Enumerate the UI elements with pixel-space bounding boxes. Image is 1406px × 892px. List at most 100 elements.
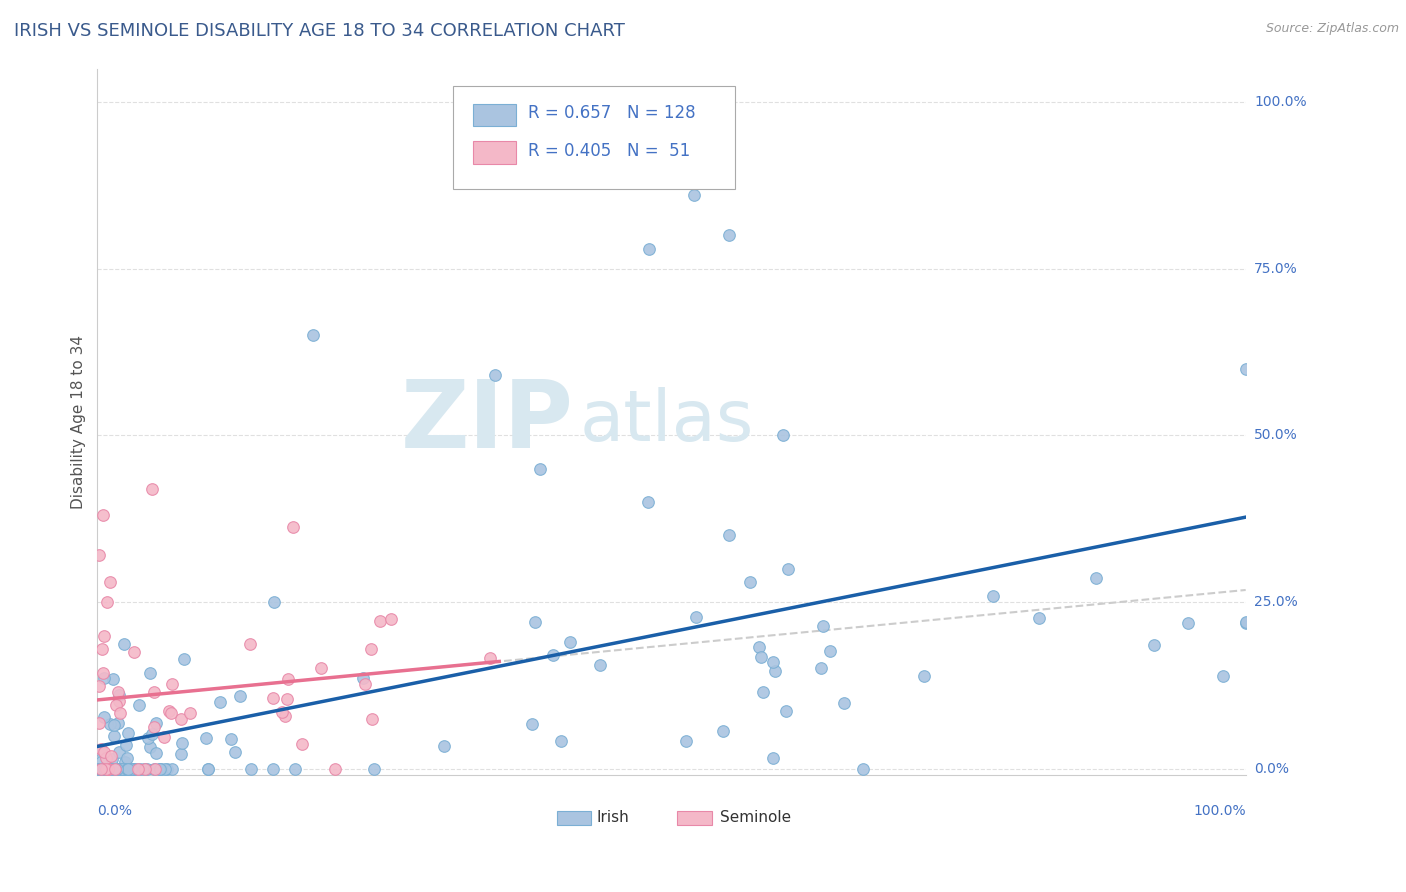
Point — [240, 762, 263, 776]
Point — [170, 747, 193, 762]
Point — [541, 648, 564, 662]
Point — [117, 762, 139, 776]
Text: Seminole: Seminole — [720, 810, 790, 824]
Bar — [557, 811, 591, 825]
Point — [142, 720, 165, 734]
Text: IRISH VS SEMINOLE DISABILITY AGE 18 TO 34 CORRELATION CHART: IRISH VS SEMINOLE DISABILITY AGE 18 TO 3… — [14, 22, 624, 40]
Point — [97, 762, 120, 776]
Point — [105, 762, 128, 776]
Point — [121, 762, 143, 776]
Point — [281, 519, 304, 533]
Point — [152, 730, 174, 744]
Point — [772, 428, 794, 442]
Point — [93, 762, 115, 776]
Point — [108, 688, 131, 702]
Point — [87, 679, 110, 693]
Point — [101, 672, 124, 686]
Point — [111, 762, 134, 776]
Point — [1177, 616, 1199, 631]
Point — [637, 242, 659, 256]
Point — [104, 762, 127, 776]
Text: 0.0%: 0.0% — [1254, 762, 1289, 776]
Point — [291, 737, 314, 751]
Point — [170, 736, 193, 750]
Point — [763, 664, 786, 678]
Point — [1212, 669, 1234, 683]
Point — [219, 731, 242, 746]
Point — [120, 762, 142, 776]
Point — [153, 762, 176, 776]
Point — [105, 762, 128, 776]
Point — [309, 661, 332, 675]
Point — [94, 751, 117, 765]
Point — [479, 650, 502, 665]
Point — [90, 742, 112, 756]
Point — [274, 709, 297, 723]
Point — [169, 712, 191, 726]
Text: atlas: atlas — [579, 387, 754, 457]
Point — [762, 655, 785, 669]
Point — [104, 762, 127, 776]
Point — [98, 762, 121, 776]
Point — [224, 745, 246, 759]
Point — [173, 652, 195, 666]
Point — [748, 640, 770, 654]
Point — [738, 574, 761, 589]
Text: R = 0.657   N = 128: R = 0.657 N = 128 — [529, 104, 696, 122]
Point — [1234, 615, 1257, 629]
Point — [832, 696, 855, 710]
Point — [195, 731, 218, 745]
Bar — [472, 141, 516, 164]
Point — [160, 706, 183, 720]
Point — [136, 731, 159, 746]
Point — [122, 762, 145, 776]
Text: ZIP: ZIP — [401, 376, 574, 468]
Point — [86, 762, 108, 776]
Point — [661, 95, 683, 109]
Point — [354, 677, 377, 691]
Point — [90, 762, 112, 776]
Point — [1028, 611, 1050, 625]
Point — [107, 745, 129, 759]
Point — [90, 762, 112, 776]
Point — [277, 672, 299, 686]
Point — [775, 704, 797, 718]
Point — [558, 634, 581, 648]
Point — [323, 762, 346, 776]
Point — [143, 762, 166, 776]
Point — [108, 706, 131, 721]
Point — [111, 762, 134, 776]
Point — [96, 595, 118, 609]
Point — [108, 694, 131, 708]
Text: 0.0%: 0.0% — [97, 804, 132, 818]
Point — [229, 690, 252, 704]
Point — [818, 644, 841, 658]
Point — [981, 589, 1004, 603]
Point — [134, 762, 156, 776]
Point — [197, 762, 219, 776]
Point — [685, 610, 707, 624]
Point — [752, 684, 775, 698]
Point — [810, 661, 832, 675]
Point — [1085, 571, 1108, 585]
Point — [90, 641, 112, 656]
FancyBboxPatch shape — [453, 87, 735, 189]
Point — [368, 615, 391, 629]
Point — [150, 762, 173, 776]
Point — [93, 629, 115, 643]
Point — [380, 612, 402, 626]
Point — [156, 762, 179, 776]
Point — [98, 574, 121, 589]
Point — [114, 756, 136, 770]
Point — [141, 482, 163, 496]
Point — [100, 752, 122, 766]
Point — [97, 762, 120, 776]
Point — [912, 669, 935, 683]
Point — [93, 671, 115, 685]
Point — [96, 762, 118, 776]
Point — [263, 595, 285, 609]
Point — [718, 528, 741, 542]
Point — [107, 762, 129, 776]
Point — [128, 762, 150, 776]
Point — [160, 677, 183, 691]
